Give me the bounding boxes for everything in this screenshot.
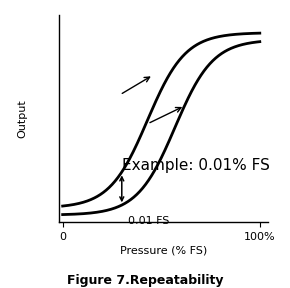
Text: Figure 7.Repeatability: Figure 7.Repeatability <box>67 274 223 287</box>
X-axis label: Pressure (% FS): Pressure (% FS) <box>119 246 207 256</box>
Text: 0.01 FS: 0.01 FS <box>128 216 169 226</box>
Text: Example: 0.01% FS: Example: 0.01% FS <box>122 158 270 173</box>
Y-axis label: Output: Output <box>17 99 27 138</box>
